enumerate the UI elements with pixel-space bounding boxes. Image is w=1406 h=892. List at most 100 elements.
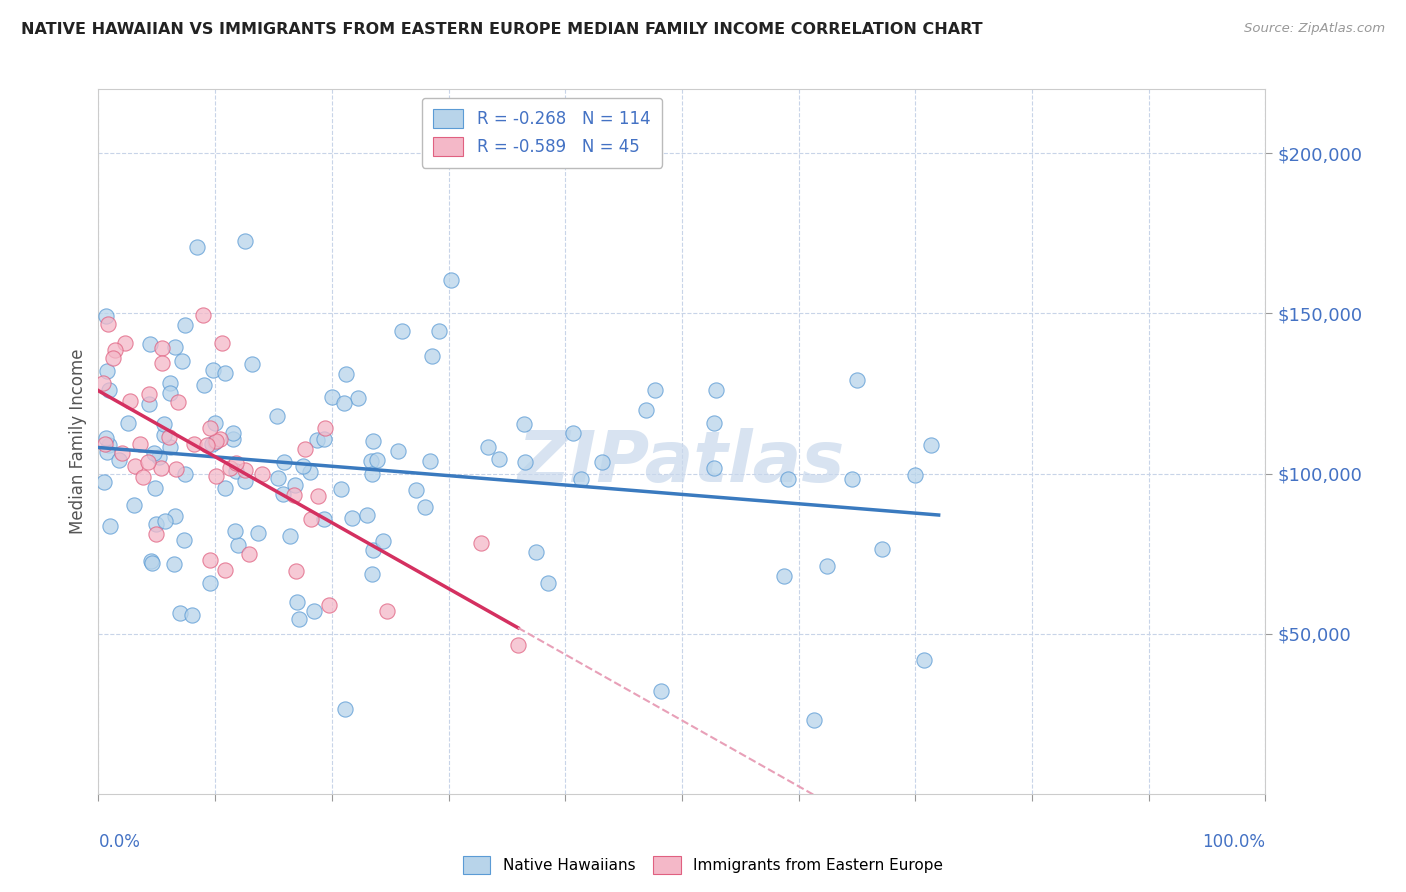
Point (240, 357, 263, 371)
Text: ZIPatlas: ZIPatlas (519, 428, 845, 497)
Point (815, 559, 838, 574)
Point (222, 433, 245, 447)
Point (159, 440, 181, 454)
Point (153, 417, 176, 431)
Point (97, 384, 120, 398)
Point (94, 309, 117, 323)
Point (165, 462, 187, 476)
Point (904, 468, 927, 483)
Point (148, 450, 170, 464)
Point (117, 416, 139, 430)
Point (174, 318, 197, 333)
Point (181, 607, 204, 622)
Point (205, 434, 228, 448)
Point (870, 542, 893, 557)
Point (569, 472, 592, 486)
Point (169, 606, 191, 620)
Point (172, 354, 194, 368)
Point (153, 427, 176, 442)
Point (138, 397, 160, 411)
Point (159, 376, 181, 391)
Point (470, 535, 492, 549)
Point (198, 576, 221, 591)
Point (335, 702, 357, 716)
Point (141, 556, 163, 570)
Legend: Native Hawaiians, Immigrants from Eastern Europe: Native Hawaiians, Immigrants from Easter… (457, 850, 949, 880)
Point (562, 425, 585, 440)
Point (96, 431, 118, 445)
Point (214, 367, 236, 381)
Point (912, 653, 935, 667)
Point (225, 464, 247, 478)
Point (273, 455, 295, 469)
Text: 0.0%: 0.0% (98, 832, 141, 851)
Point (124, 458, 146, 473)
Point (524, 545, 547, 559)
Point (356, 508, 378, 522)
Point (427, 324, 450, 338)
Point (149, 461, 172, 475)
Point (703, 461, 725, 475)
Point (143, 481, 166, 495)
Point (150, 342, 173, 356)
Point (278, 529, 301, 543)
Point (252, 467, 274, 482)
Point (776, 472, 799, 486)
Point (108, 453, 131, 467)
Point (226, 538, 249, 552)
Point (405, 483, 427, 497)
Point (703, 416, 725, 430)
Point (285, 595, 308, 609)
Point (284, 477, 307, 491)
Point (271, 487, 294, 501)
Point (202, 363, 225, 377)
Point (145, 516, 167, 531)
Point (318, 598, 340, 612)
Text: Source: ZipAtlas.com: Source: ZipAtlas.com (1244, 22, 1385, 36)
Point (225, 456, 247, 470)
Point (204, 434, 226, 449)
Point (224, 524, 246, 538)
Point (122, 498, 145, 512)
Point (419, 454, 441, 468)
Point (299, 512, 322, 526)
Point (704, 383, 727, 397)
Point (333, 395, 356, 409)
Point (537, 575, 560, 590)
Point (94, 437, 117, 451)
Point (198, 553, 221, 567)
Point (488, 452, 510, 467)
Point (307, 489, 329, 503)
Point (111, 446, 134, 460)
Point (845, 373, 868, 387)
Point (100, 519, 122, 533)
Point (222, 426, 245, 441)
Point (218, 461, 240, 475)
Point (193, 378, 215, 392)
Point (375, 604, 398, 618)
Point (360, 567, 382, 582)
Point (305, 433, 328, 447)
Point (321, 390, 343, 404)
Point (136, 455, 159, 469)
Point (96, 445, 118, 459)
Point (920, 437, 942, 451)
Point (238, 547, 260, 561)
Point (103, 351, 125, 366)
Point (104, 343, 127, 357)
Point (208, 432, 231, 446)
Text: NATIVE HAWAIIAN VS IMMIGRANTS FROM EASTERN EUROPE MEDIAN FAMILY INCOME CORRELATI: NATIVE HAWAIIAN VS IMMIGRANTS FROM EASTE… (21, 22, 983, 37)
Point (204, 416, 226, 430)
Point (167, 395, 190, 409)
Point (98, 438, 121, 452)
Point (150, 355, 173, 369)
Point (93, 475, 115, 489)
Point (141, 554, 163, 568)
Point (132, 470, 155, 484)
Point (96, 363, 118, 377)
Point (233, 474, 256, 488)
Point (139, 337, 162, 351)
Point (591, 454, 613, 468)
Text: 100.0%: 100.0% (1202, 832, 1265, 851)
Point (413, 500, 436, 515)
